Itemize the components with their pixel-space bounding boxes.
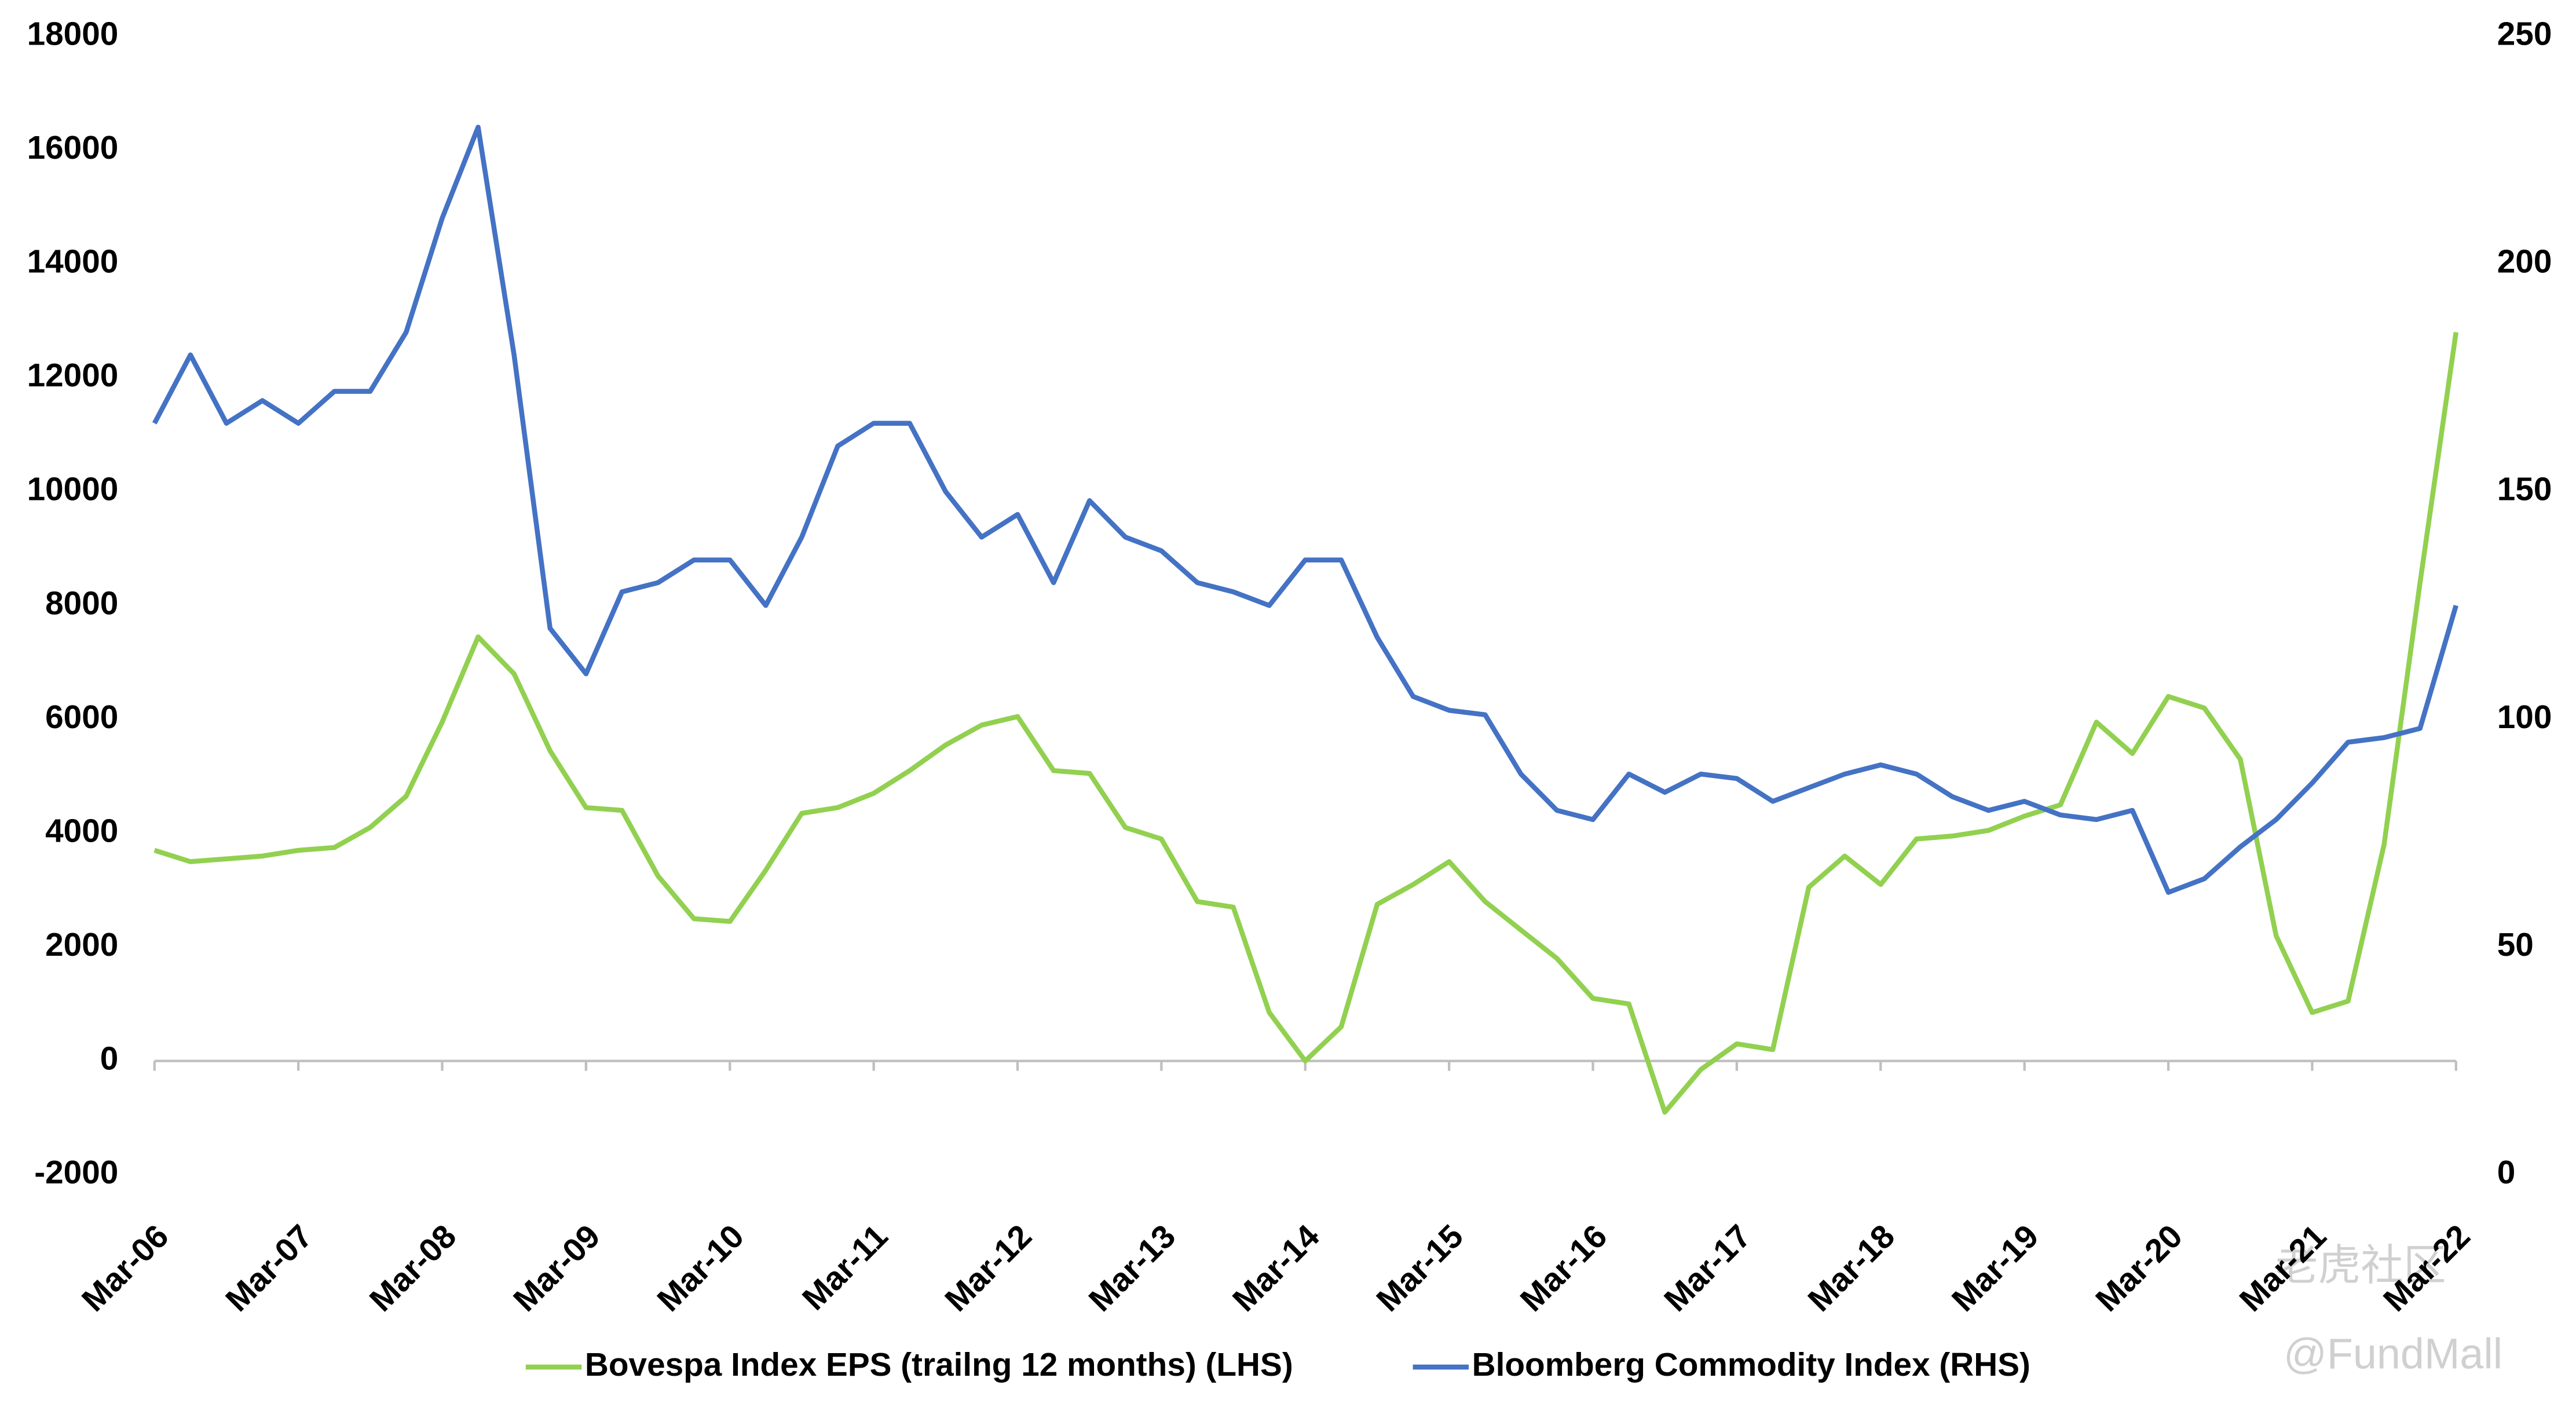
y-tick-label: 2000 bbox=[45, 927, 118, 963]
x-tick-label: Mar-13 bbox=[1082, 1218, 1183, 1319]
watermark-text: @FundMall bbox=[2284, 1330, 2502, 1378]
x-tick-label: Mar-16 bbox=[1514, 1218, 1615, 1319]
y-tick-label: 4000 bbox=[45, 813, 118, 849]
series-line bbox=[152, 125, 2458, 895]
x-tick-label: Mar-18 bbox=[1801, 1218, 1902, 1319]
y-tick-label: 16000 bbox=[27, 130, 119, 166]
x-tick-label: Mar-12 bbox=[938, 1218, 1039, 1319]
y-tick-label: 8000 bbox=[45, 585, 118, 622]
y-tick-label: -2000 bbox=[34, 1154, 118, 1191]
x-tick-label: Mar-07 bbox=[219, 1218, 320, 1319]
y-tick-label: 12000 bbox=[27, 357, 119, 394]
x-tick-label: Mar-15 bbox=[1370, 1218, 1470, 1319]
y-tick-label: 6000 bbox=[45, 699, 118, 736]
series-line bbox=[153, 331, 2459, 1115]
y2-tick-label: 150 bbox=[2497, 472, 2552, 508]
y2-tick-label: 0 bbox=[2497, 1154, 2516, 1191]
x-tick-label: Mar-20 bbox=[2089, 1218, 2190, 1319]
y2-tick-label: 200 bbox=[2497, 244, 2552, 280]
x-tick-label: Mar-17 bbox=[1657, 1218, 1758, 1319]
y-tick-label: 18000 bbox=[27, 16, 119, 52]
x-tick-label: Mar-10 bbox=[650, 1218, 751, 1319]
legend-label: Bovespa Index EPS (trailng 12 months) (L… bbox=[585, 1347, 1293, 1383]
y-tick-label: 0 bbox=[100, 1041, 119, 1077]
x-tick-label: Mar-06 bbox=[75, 1218, 176, 1319]
y2-tick-label: 50 bbox=[2497, 927, 2534, 963]
x-tick-label: Mar-11 bbox=[796, 1218, 895, 1318]
x-tick-label: Mar-19 bbox=[1945, 1218, 2046, 1319]
x-tick-label: Mar-09 bbox=[507, 1218, 608, 1319]
x-tick-label: Mar-14 bbox=[1226, 1218, 1327, 1318]
x-tick-label: Mar-08 bbox=[363, 1218, 463, 1319]
legend-label: Bloomberg Commodity Index (RHS) bbox=[1472, 1347, 2030, 1383]
watermark: 老虎社区 @FundMall bbox=[2275, 1241, 2502, 1377]
y2-tick-label: 100 bbox=[2497, 699, 2552, 736]
y-tick-label: 14000 bbox=[27, 244, 119, 280]
watermark-text: 老虎社区 bbox=[2275, 1241, 2446, 1289]
y2-tick-label: 250 bbox=[2497, 16, 2552, 52]
y-tick-label: 10000 bbox=[27, 472, 119, 508]
